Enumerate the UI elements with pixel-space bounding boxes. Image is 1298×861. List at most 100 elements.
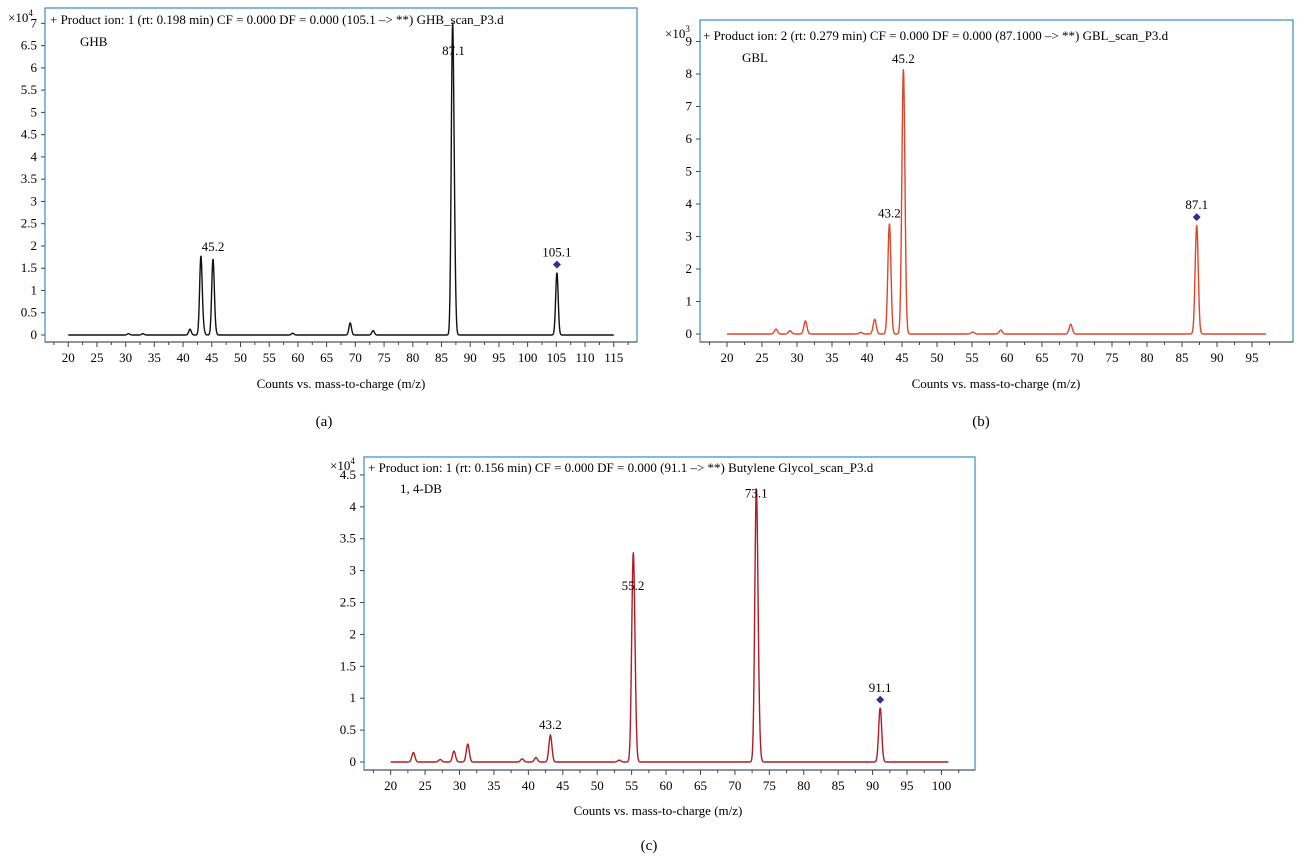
x-tick-label: 50 xyxy=(234,350,247,365)
panel-c-multiplier: ×104 xyxy=(330,456,355,473)
peak-label: 43.2 xyxy=(539,717,562,732)
y-tick-label: 5.5 xyxy=(21,82,37,97)
panel-b-x-axis: 20 25 30 35 40 45 50 55 60 65 70 75 80 85 90 95 xyxy=(700,341,1293,365)
peak-label: 73.1 xyxy=(745,486,768,501)
y-tick-label: 1 xyxy=(31,282,38,297)
peak-label: 45.2 xyxy=(202,239,225,254)
x-tick-label: 20 xyxy=(384,778,397,793)
precursor-marker-icon xyxy=(876,695,885,704)
y-tick-label: 0.5 xyxy=(21,305,37,320)
x-tick-label: 55 xyxy=(966,350,979,365)
y-tick-label: 0 xyxy=(350,754,357,769)
peak-label: 43.2 xyxy=(878,206,901,221)
panel-c-peak-labels: 43.2 55.2 73.1 91.1 xyxy=(539,486,892,733)
panel-b-compound-label: GBL xyxy=(742,50,768,65)
peak-label: 55.2 xyxy=(622,578,645,593)
panel-b-x-label: Counts vs. mass-to-charge (m/z) xyxy=(912,376,1081,391)
y-tick-label: 7 xyxy=(31,15,38,30)
precursor-marker-icon xyxy=(1192,213,1201,222)
peak-label: 45.2 xyxy=(892,51,915,66)
panel-a-peak-labels: 45.2 87.1 105.1 xyxy=(202,43,572,269)
x-tick-label: 100 xyxy=(518,350,538,365)
peak-label: 87.1 xyxy=(1185,197,1208,212)
x-tick-label: 110 xyxy=(576,350,595,365)
x-tick-label: 95 xyxy=(492,350,505,365)
panel-a: ×104 + Product ion: 1 (rt: 0.198 min) CF… xyxy=(8,7,638,430)
y-tick-label: 3.5 xyxy=(21,171,37,186)
y-tick-label: 5 xyxy=(31,104,38,119)
panel-a-y-axis: 0 0.5 1 1.5 2 2.5 3 3.5 4 4.5 5 5.5 6 6.5 7 xyxy=(21,15,45,342)
x-tick-label: 20 xyxy=(62,350,75,365)
y-tick-label: 4.5 xyxy=(340,467,356,482)
x-tick-label: 60 xyxy=(1001,350,1014,365)
x-tick-label: 55 xyxy=(625,778,638,793)
y-tick-label: 2 xyxy=(350,626,357,641)
x-tick-label: 65 xyxy=(320,350,333,365)
panel-c-x-label: Counts vs. mass-to-charge (m/z) xyxy=(574,803,743,818)
y-tick-label: 6 xyxy=(686,131,693,146)
x-tick-label: 80 xyxy=(797,778,810,793)
panel-a-x-label: Counts vs. mass-to-charge (m/z) xyxy=(257,376,426,391)
x-tick-label: 105 xyxy=(547,350,567,365)
x-tick-label: 75 xyxy=(763,778,776,793)
x-tick-label: 70 xyxy=(349,350,362,365)
y-tick-label: 3 xyxy=(31,193,38,208)
x-tick-label: 30 xyxy=(791,350,804,365)
x-tick-label: 95 xyxy=(901,778,914,793)
panel-b-multiplier: ×103 xyxy=(665,24,690,41)
precursor-marker-icon xyxy=(552,260,561,269)
x-tick-label: 75 xyxy=(378,350,391,365)
x-tick-label: 90 xyxy=(866,778,879,793)
y-tick-label: 4 xyxy=(686,196,693,211)
y-tick-label: 3.5 xyxy=(340,531,356,546)
y-tick-label: 6.5 xyxy=(21,38,37,53)
x-tick-label: 30 xyxy=(453,778,466,793)
panel-c-spectrum xyxy=(390,488,949,763)
x-tick-label: 60 xyxy=(660,778,673,793)
panel-b-plot-frame xyxy=(699,19,1294,343)
x-tick-label: 80 xyxy=(406,350,419,365)
panel-a-compound-label: GHB xyxy=(80,34,108,49)
y-tick-label: 0.5 xyxy=(340,722,356,737)
panel-c-header: + Product ion: 1 (rt: 0.156 min) CF = 0.… xyxy=(368,460,874,475)
panel-b-peak-labels: 43.2 45.2 87.1 xyxy=(878,51,1208,222)
y-tick-label: 3 xyxy=(350,563,357,578)
y-tick-label: 0 xyxy=(31,327,38,342)
y-tick-label: 6 xyxy=(31,60,38,75)
y-tick-label: 7 xyxy=(686,99,693,114)
y-tick-label: 4 xyxy=(31,149,38,164)
x-tick-label: 40 xyxy=(861,350,874,365)
y-tick-label: 8 xyxy=(686,66,693,81)
x-tick-label: 70 xyxy=(728,778,741,793)
x-tick-label: 25 xyxy=(90,350,103,365)
x-tick-label: 90 xyxy=(1211,350,1224,365)
y-tick-label: 3 xyxy=(686,229,693,244)
panel-c-x-axis: 20 25 30 35 40 45 50 55 60 65 70 75 80 85 90 95 100 xyxy=(364,769,975,793)
y-tick-label: 1.5 xyxy=(340,658,356,673)
x-tick-label: 60 xyxy=(291,350,304,365)
y-tick-label: 2 xyxy=(686,261,693,276)
panel-c-plot-frame xyxy=(363,456,976,771)
panel-c-caption: (c) xyxy=(641,838,658,854)
x-tick-label: 35 xyxy=(487,778,500,793)
peak-label: 105.1 xyxy=(542,245,571,260)
spectrum-line xyxy=(68,22,614,336)
x-tick-label: 95 xyxy=(1246,350,1259,365)
panel-c-y-axis: 0 0.5 1 1.5 2 2.5 3 3.5 4 4.5 xyxy=(340,467,364,769)
x-tick-label: 40 xyxy=(177,350,190,365)
x-tick-label: 90 xyxy=(464,350,477,365)
x-tick-label: 50 xyxy=(931,350,944,365)
panel-a-spectrum xyxy=(68,22,614,336)
x-tick-label: 35 xyxy=(826,350,839,365)
spectrum-line xyxy=(390,488,949,763)
spectrum-line xyxy=(727,69,1266,335)
panel-c-compound-label: 1, 4-DB xyxy=(400,481,442,496)
x-tick-label: 85 xyxy=(1176,350,1189,365)
panel-a-multiplier: ×104 xyxy=(8,8,33,25)
y-tick-label: 0 xyxy=(686,326,693,341)
peak-label: 87.1 xyxy=(442,43,465,58)
x-tick-label: 30 xyxy=(119,350,132,365)
x-tick-label: 35 xyxy=(148,350,161,365)
y-tick-label: 5 xyxy=(686,164,693,179)
x-tick-label: 65 xyxy=(694,778,707,793)
